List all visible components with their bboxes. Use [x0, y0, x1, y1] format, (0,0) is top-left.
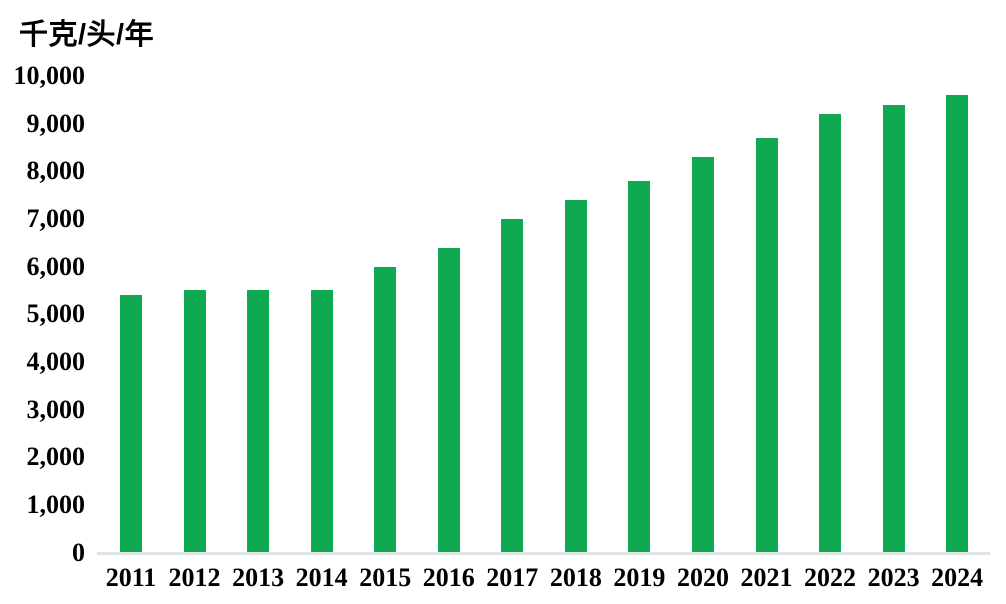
- y-tick-label: 7,000: [26, 203, 86, 233]
- y-tick-label: 3,000: [26, 394, 86, 424]
- x-axis-line: [97, 552, 990, 555]
- bar-2017: [501, 218, 524, 553]
- bar-2013: [247, 290, 270, 553]
- bar-2016: [437, 247, 460, 553]
- x-tick-label: 2012: [168, 563, 221, 592]
- bar-2021: [755, 137, 778, 553]
- y-tick-label: 10,000: [13, 61, 86, 90]
- y-tick-label: 5,000: [26, 299, 86, 329]
- bar-2020: [691, 157, 714, 553]
- y-tick-label: 8,000: [26, 156, 86, 186]
- x-tick-label: 2017: [486, 563, 539, 592]
- x-tick-label: 2020: [676, 563, 729, 592]
- y-tick-label: 1,000: [26, 489, 86, 519]
- y-tick-label: 4,000: [26, 346, 86, 376]
- bar-2023: [882, 104, 905, 553]
- bar-2019: [628, 180, 651, 553]
- y-tick-label: 9,000: [26, 108, 86, 138]
- x-tick-label: 2024: [931, 563, 984, 592]
- bar-2012: [183, 290, 206, 553]
- y-tick-label: 0: [72, 537, 85, 567]
- bar-2014: [310, 290, 333, 553]
- bar-2022: [819, 114, 842, 553]
- chart-unit-label: 千克/头/年: [19, 19, 155, 51]
- y-tick-label: 2,000: [26, 442, 86, 472]
- x-tick-label: 2015: [359, 563, 412, 592]
- bar-2018: [564, 199, 587, 553]
- x-tick-label: 2023: [867, 563, 920, 592]
- x-tick-label: 2022: [804, 563, 857, 592]
- x-tick-label: 2018: [549, 563, 602, 592]
- x-tick-label: 2019: [613, 563, 666, 592]
- x-tick-label: 2013: [232, 563, 285, 592]
- x-tick-label: 2016: [422, 563, 475, 592]
- x-tick-label: 2011: [105, 563, 157, 592]
- y-tick-label: 6,000: [26, 251, 86, 281]
- bar-2024: [946, 95, 969, 553]
- bar-2015: [374, 266, 397, 553]
- bar-2011: [120, 295, 142, 553]
- x-tick-label: 2021: [740, 563, 793, 592]
- x-tick-label: 2014: [295, 563, 348, 592]
